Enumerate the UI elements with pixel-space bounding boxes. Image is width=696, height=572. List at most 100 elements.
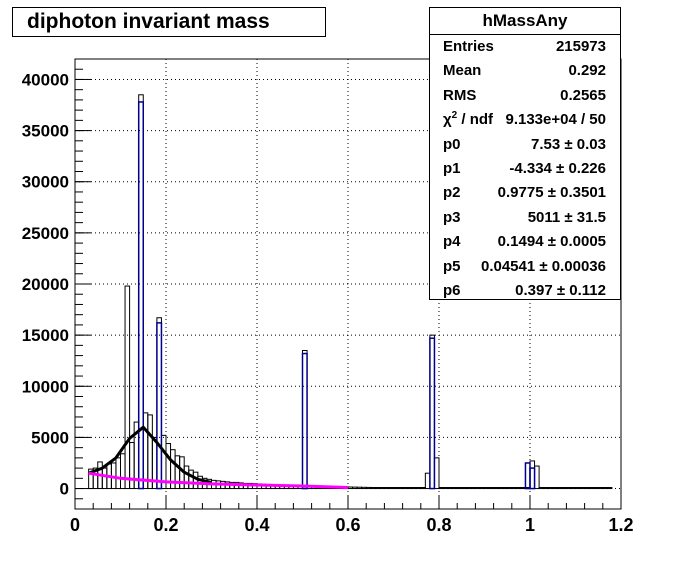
y-tick-label: 15000 bbox=[22, 326, 69, 345]
histogram-bin bbox=[443, 487, 449, 490]
histogram-bin bbox=[488, 487, 495, 490]
histogram-bin-overlay bbox=[301, 352, 308, 490]
stats-row: p3 5011 ± 31.5 bbox=[430, 206, 620, 230]
stats-row-label-sup: 2 bbox=[451, 110, 458, 122]
histogram-bin bbox=[393, 487, 399, 490]
histogram-bin-overlay bbox=[429, 337, 436, 490]
stats-row: Mean 0.292 bbox=[430, 59, 620, 83]
stats-row-label: p0 bbox=[443, 135, 461, 153]
y-tick-label: 20000 bbox=[22, 275, 69, 294]
histogram-bin bbox=[579, 487, 586, 490]
stats-row-value: 0.2565 bbox=[560, 86, 606, 104]
histogram-bin bbox=[474, 487, 481, 490]
histogram-bin bbox=[420, 487, 426, 490]
histogram-bin bbox=[493, 487, 499, 490]
x-tick-label: 0.8 bbox=[426, 515, 451, 535]
gaussian-fit-curve bbox=[88, 425, 212, 484]
histogram-bin bbox=[511, 487, 517, 490]
histogram-bin bbox=[370, 487, 376, 490]
stats-row-value: 0.1494 ± 0.0005 bbox=[497, 233, 606, 251]
histogram-bin bbox=[593, 487, 599, 490]
histogram-bin bbox=[183, 465, 190, 490]
histogram-title: diphoton invariant mass bbox=[12, 7, 326, 37]
histogram-bin bbox=[465, 487, 472, 490]
histogram-bin bbox=[561, 487, 567, 490]
histogram-bin bbox=[547, 487, 554, 490]
histogram-bin bbox=[456, 487, 463, 490]
x-tick-label: 0 bbox=[70, 515, 80, 535]
stats-box: hMassAny Entries 215973 Mean 0.292 RMS 0.2565… bbox=[429, 7, 621, 300]
x-tick-label: 1 bbox=[525, 515, 535, 535]
y-tick-label: 25000 bbox=[22, 224, 69, 243]
histogram-bin bbox=[552, 487, 558, 490]
stats-row: RMS 0.2565 bbox=[430, 84, 620, 108]
histogram-bin bbox=[101, 467, 108, 490]
stats-row: p1 -4.334 ± 0.226 bbox=[430, 157, 620, 181]
histogram-bin bbox=[365, 486, 372, 490]
stats-row: χ2 / ndf 9.133e+04 / 50 bbox=[430, 108, 620, 132]
histogram-bin-overlay bbox=[156, 322, 163, 490]
stats-row-label: Entries bbox=[443, 38, 494, 55]
histogram-bin bbox=[606, 487, 613, 490]
y-tick-label: 40000 bbox=[22, 70, 69, 89]
histogram-bin bbox=[570, 487, 577, 490]
histogram-bin bbox=[411, 487, 417, 490]
histogram-bin bbox=[188, 469, 194, 490]
histogram-bin bbox=[402, 487, 408, 490]
stats-row-value: 0.397 ± 0.112 bbox=[515, 281, 606, 299]
histogram-bin bbox=[452, 487, 458, 490]
x-tick-label: 0.6 bbox=[335, 515, 360, 535]
background-fit-curve bbox=[88, 471, 349, 489]
histogram-bin bbox=[484, 487, 490, 490]
stats-row-value: 7.53 ± 0.03 bbox=[531, 135, 606, 153]
stats-row-label: χ2 / ndf bbox=[443, 110, 494, 129]
histogram-bin bbox=[147, 414, 153, 490]
histogram-bin bbox=[584, 487, 590, 490]
histogram-bin bbox=[129, 442, 135, 490]
histogram-bin bbox=[575, 487, 581, 490]
histogram-bin bbox=[515, 487, 522, 490]
stats-row-value: 0.292 bbox=[568, 62, 606, 80]
histogram-bin bbox=[356, 486, 363, 490]
stats-row-value: 0.9775 ± 0.3501 bbox=[497, 184, 606, 202]
histogram-bin bbox=[556, 487, 563, 490]
histogram-bin bbox=[565, 487, 572, 490]
histogram-bin bbox=[543, 487, 549, 490]
histogram-bin bbox=[470, 487, 476, 490]
histogram-bin bbox=[115, 457, 121, 490]
stats-row-label: p1 bbox=[443, 159, 461, 177]
histogram-bin bbox=[461, 487, 467, 490]
histogram-bin bbox=[602, 487, 608, 490]
stats-row-value: 9.133e+04 / 50 bbox=[505, 111, 606, 129]
histogram-bin bbox=[397, 487, 404, 490]
stats-row-label: p5 bbox=[443, 257, 461, 275]
stats-row: Entries 215973 bbox=[430, 35, 620, 59]
histogram-bin bbox=[506, 487, 513, 490]
histogram-bin bbox=[497, 487, 504, 490]
histogram-bin bbox=[383, 487, 390, 490]
stats-row: p0 7.53 ± 0.03 bbox=[430, 133, 620, 157]
histogram-bin bbox=[388, 487, 395, 490]
stats-row-label: p4 bbox=[443, 233, 461, 251]
histogram-bin bbox=[479, 487, 486, 490]
histogram-bin bbox=[447, 487, 454, 490]
histogram-bin bbox=[415, 487, 422, 490]
stats-rows: Entries 215973 Mean 0.292 RMS 0.2565 χ2 / ndf 9… bbox=[430, 35, 620, 303]
histogram-bin bbox=[502, 487, 508, 490]
histogram-bin bbox=[347, 486, 354, 490]
stats-row: p4 0.1494 ± 0.0005 bbox=[430, 230, 620, 254]
histogram-bin bbox=[124, 285, 131, 490]
stats-row-label: p6 bbox=[443, 281, 461, 299]
stats-row-label: p2 bbox=[443, 184, 461, 202]
histogram-bin-overlay bbox=[137, 101, 144, 490]
stats-row-value: -4.334 ± 0.226 bbox=[509, 159, 606, 177]
stats-row: p5 0.04541 ± 0.00036 bbox=[430, 255, 620, 279]
histogram-bin bbox=[438, 487, 445, 490]
y-tick-label: 5000 bbox=[31, 428, 69, 447]
histogram-bin bbox=[361, 486, 367, 490]
stats-row: p2 0.9775 ± 0.3501 bbox=[430, 181, 620, 205]
histogram-bin bbox=[374, 487, 381, 490]
stats-row-value: 5011 ± 31.5 bbox=[527, 208, 606, 226]
stats-row-label: p3 bbox=[443, 208, 461, 226]
